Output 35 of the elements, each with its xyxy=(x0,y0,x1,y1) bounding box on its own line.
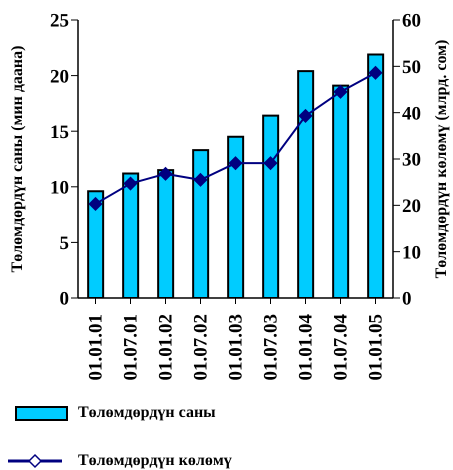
point xyxy=(124,176,138,190)
y-tick-label: 5 xyxy=(60,233,69,254)
x-tick-label: 01.01.01 xyxy=(85,314,106,380)
y2-tick-label: 40 xyxy=(402,103,421,124)
y2-tick-label: 50 xyxy=(402,57,421,78)
x-tick-label: 01.07.04 xyxy=(330,314,351,380)
legend-label: Төлөмдөрдүн саны xyxy=(78,404,216,422)
y2-tick-label: 10 xyxy=(402,242,421,264)
legend-label: Төлөмдөрдүн көлөмү xyxy=(78,452,232,470)
y-tick-label: 25 xyxy=(50,10,69,32)
y2-axis-title: Төлөмдөрдүн көлөмү (млрд. сом) xyxy=(432,40,450,278)
y-axis-title: Төлөмдөрдүн саны (мин даана) xyxy=(8,46,26,272)
point xyxy=(228,156,242,170)
y-tick-label: 10 xyxy=(50,178,69,199)
y2-tick-label: 0 xyxy=(402,288,412,310)
point xyxy=(158,167,172,181)
x-tick-label: 01.07.01 xyxy=(120,314,141,380)
x-tick-label: 01.01.03 xyxy=(225,314,246,380)
y-tick-label: 20 xyxy=(50,66,69,88)
x-tick-label: 01.01.05 xyxy=(365,314,386,380)
point xyxy=(298,109,312,123)
point xyxy=(194,173,208,187)
x-tick-label: 01.07.03 xyxy=(260,314,281,380)
point xyxy=(368,66,382,80)
point xyxy=(334,85,348,99)
y2-tick-label: 20 xyxy=(402,196,421,218)
point xyxy=(264,156,278,170)
x-tick-label: 01.01.04 xyxy=(295,314,316,380)
y-tick-label: 15 xyxy=(50,122,69,143)
y2-tick-label: 30 xyxy=(402,150,421,171)
x-tick-label: 01.07.02 xyxy=(190,314,211,380)
y-tick-label: 0 xyxy=(60,288,69,310)
y2-tick-label: 60 xyxy=(402,10,421,32)
x-tick-label: 01.01.02 xyxy=(155,314,176,380)
point xyxy=(88,197,102,211)
